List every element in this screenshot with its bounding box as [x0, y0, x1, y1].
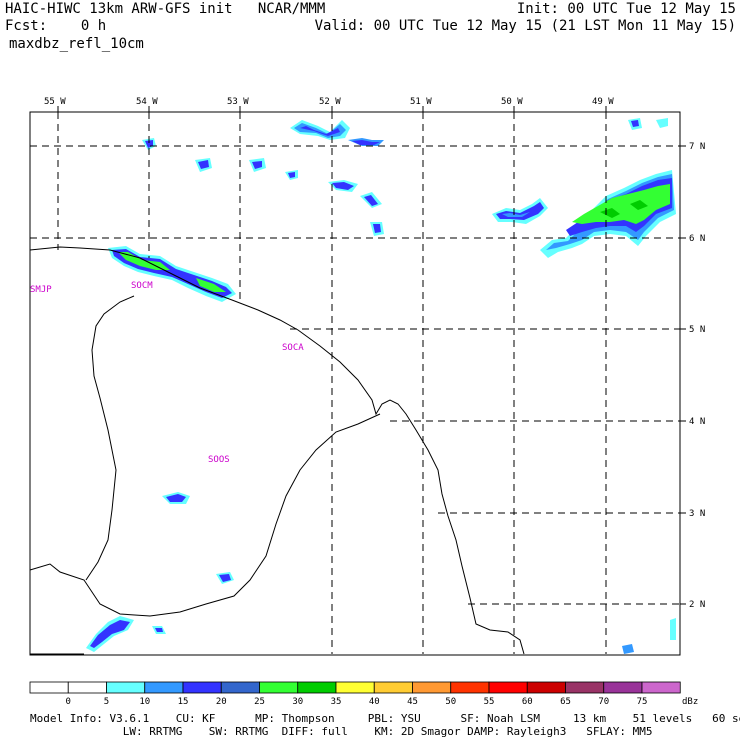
latitude-labels: 7 N 6 N 5 N 4 N 3 N 2 N: [689, 142, 705, 610]
lat-label: 7 N: [689, 142, 705, 152]
forecast-hour: Fcst: 0 h: [5, 18, 107, 34]
lon-label: 55 W: [44, 97, 66, 107]
colorbar-segment: [297, 681, 337, 694]
init-time: Init: 00 UTC Tue 12 May 15: [516, 1, 736, 17]
station-soca: SOCA: [282, 343, 304, 353]
colorbar-tick-label: 50: [445, 697, 456, 707]
model-info-line1: Model Info: V3.6.1 CU: KF MP: Thompson P…: [30, 712, 740, 725]
longitude-labels: 55 W 54 W 53 W 52 W 51 W 50 W 49 W: [44, 97, 614, 107]
colorbar-segment: [641, 681, 681, 694]
lon-label: 53 W: [227, 97, 249, 107]
colorbar-tick-label: 55: [484, 697, 495, 707]
colorbar-segment: [106, 681, 146, 694]
colorbar-segment: [335, 681, 375, 694]
colorbar-segment: [526, 681, 566, 694]
colorbar-segment: [450, 681, 490, 694]
colorbar-segment: [412, 681, 452, 694]
colorbar-segment: [67, 681, 107, 694]
colorbar-tick-label: 0: [66, 697, 71, 707]
colorbar-tick-label: 20: [216, 697, 227, 707]
station-smjp: SMJP: [30, 285, 52, 295]
colorbar-segment: [565, 681, 605, 694]
lon-label: 51 W: [410, 97, 432, 107]
colorbar-tick-label: 70: [598, 697, 609, 707]
frame-ticks: [57, 106, 686, 605]
lat-lon-grid: [30, 112, 680, 654]
colorbar-tick-label: 75: [637, 697, 648, 707]
lat-label: 6 N: [689, 234, 705, 244]
colorbar-segment: [220, 681, 260, 694]
product-title: HAIC-HIWC 13km ARW-GFS init NCAR/MMM: [5, 1, 326, 17]
model-info-line2: LW: RRTMG SW: RRTMG DIFF: full KM: 2D Sm…: [30, 725, 653, 738]
colorbar-tick-label: 25: [254, 697, 265, 707]
station-socm: SOCM: [131, 281, 153, 291]
reflectivity-cells: [86, 118, 676, 654]
colorbar-segment: [603, 681, 643, 694]
lat-label: 3 N: [689, 509, 705, 519]
station-soos: SOOS: [208, 455, 230, 465]
colorbar-tick-label: 5: [104, 697, 109, 707]
colorbar-segment: [182, 681, 222, 694]
colorbar-tick-label: 15: [178, 697, 189, 707]
colorbar-tick-label: 40: [369, 697, 380, 707]
color-bar: 0 5 10 15 20 25 30 35 40 45 50 55 60 65 70 75: [29, 681, 681, 707]
colorbar-tick-label: 60: [522, 697, 533, 707]
colorbar-segment: [29, 681, 69, 694]
colorbar-tick-label: 35: [331, 697, 342, 707]
colorbar-segment: [259, 681, 299, 694]
colorbar-segment: [144, 681, 184, 694]
colorbar-tick-label: 65: [560, 697, 571, 707]
colorbar-tick-label: 10: [139, 697, 150, 707]
colorbar-unit: dBz: [682, 697, 698, 707]
colorbar-segment: [373, 681, 413, 694]
lat-label: 4 N: [689, 417, 705, 427]
colorbar-segment: [488, 681, 528, 694]
lat-label: 2 N: [689, 600, 705, 610]
lon-label: 49 W: [592, 97, 614, 107]
station-labels: SMJP SOCM SOCA SOOS: [30, 281, 304, 465]
lat-label: 5 N: [689, 325, 705, 335]
lon-label: 54 W: [136, 97, 158, 107]
colorbar-tick-label: 45: [407, 697, 418, 707]
lon-label: 52 W: [319, 97, 341, 107]
map-frame: [29, 111, 681, 656]
colorbar-tick-label: 30: [292, 697, 303, 707]
coastline: [29, 246, 525, 655]
field-name: maxdbz_refl_10cm: [9, 36, 144, 52]
valid-time: Valid: 00 UTC Tue 12 May 15 (21 LST Mon …: [314, 18, 736, 34]
lon-label: 50 W: [501, 97, 523, 107]
